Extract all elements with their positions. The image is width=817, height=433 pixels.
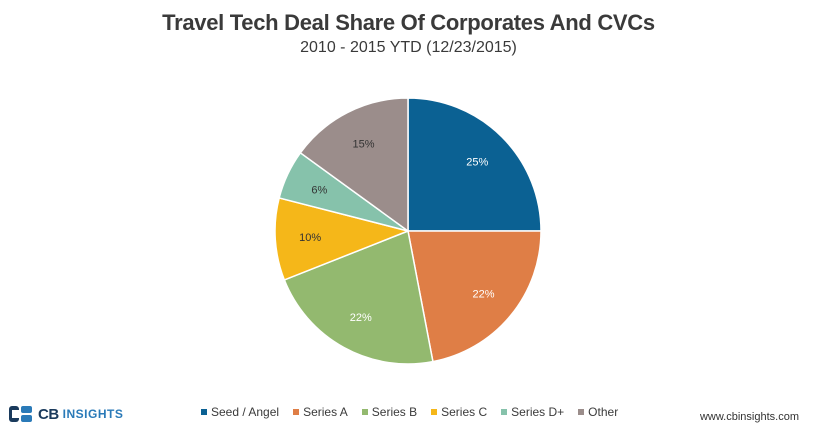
legend-label: Seed / Angel xyxy=(211,405,280,419)
pie-data-label: 22% xyxy=(350,312,372,324)
pie-slice-series-a xyxy=(407,230,542,363)
chart-legend: Seed / Angel Series A Series B Series C … xyxy=(201,405,618,419)
pie-data-label: 15% xyxy=(352,139,374,151)
pie-data-label: 6% xyxy=(311,184,327,196)
legend-item-series-d-plus: Series D+ xyxy=(501,405,564,419)
pie-slice-series-b xyxy=(283,229,434,365)
logo-cb-text: CB xyxy=(38,405,59,423)
pie-chart: 25% 22% 22% 10% 6% 15% xyxy=(274,97,542,365)
pie-slice-seed-angel xyxy=(407,97,542,232)
pie-data-label: 25% xyxy=(466,157,488,169)
pie-slice-series-c xyxy=(274,197,411,281)
pie-data-label: 10% xyxy=(299,232,321,244)
legend-label: Series D+ xyxy=(511,405,565,419)
legend-swatch xyxy=(361,409,368,415)
legend-label: Series C xyxy=(441,405,488,419)
cb-logo-icon xyxy=(9,406,32,422)
legend-swatch xyxy=(201,409,207,415)
legend-label: Series B xyxy=(371,405,418,419)
legend-swatch xyxy=(578,409,585,415)
pie-data-label: 22% xyxy=(472,288,494,300)
legend-label: Other xyxy=(588,405,619,419)
website-url: www.cbinsights.com xyxy=(699,411,799,423)
legend-item-series-c: Series C xyxy=(431,405,487,419)
legend-item-series-b: Series B xyxy=(361,405,418,419)
legend-item-other: Other xyxy=(578,405,618,419)
chart-subtitle: 2010 - 2015 YTD (12/23/2015) xyxy=(300,39,517,56)
legend-item-seed-angel: Seed / Angel xyxy=(201,405,279,419)
legend-swatch xyxy=(501,409,508,415)
legend-swatch xyxy=(293,409,300,415)
cb-insights-logo: CB INSIGHTS xyxy=(8,404,123,424)
logo-insights-text: INSIGHTS xyxy=(62,407,124,421)
chart-title: Travel Tech Deal Share Of Corporates And… xyxy=(162,10,655,35)
legend-swatch xyxy=(431,409,438,415)
legend-label: Series A xyxy=(303,405,348,419)
pie-slice-other xyxy=(299,97,409,233)
legend-item-series-a: Series A xyxy=(293,405,348,419)
